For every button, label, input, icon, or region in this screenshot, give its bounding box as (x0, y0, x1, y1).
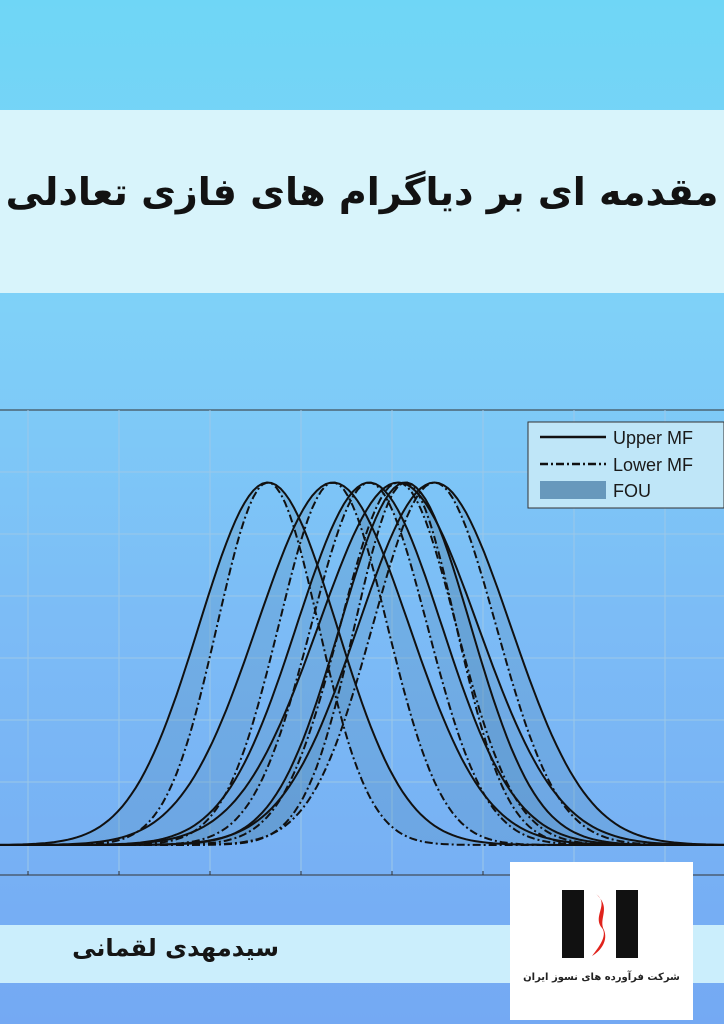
lower-mf-6 (0, 481, 724, 846)
publisher-logo-box: شرکت فرآورده های نسوز ایران (510, 862, 693, 1020)
mf-curves (0, 481, 724, 846)
lower-mf-4 (0, 481, 724, 846)
legend-lower-label: Lower MF (613, 455, 693, 475)
membership-function-chart: Upper MF Lower MF FOU (0, 409, 724, 876)
title-band (0, 110, 724, 293)
fou-region-1 (0, 482, 724, 845)
book-title: مقدمه ای بر دیاگرام های فازی تعادلی (5, 170, 719, 214)
upper-mf-6 (0, 481, 724, 846)
legend-upper-label: Upper MF (613, 428, 693, 448)
legend-fou-label: FOU (613, 481, 651, 501)
chart-legend: Upper MF Lower MF FOU (527, 421, 724, 509)
lower-mf-5 (0, 481, 724, 846)
author-name: سیدمهدی لقمانی (72, 934, 279, 962)
fou-region-6 (0, 482, 724, 845)
legend-fou-swatch (540, 481, 606, 499)
publisher-logo-icon (562, 890, 638, 958)
publisher-name: شرکت فرآورده های نسوز ایران (523, 972, 680, 983)
